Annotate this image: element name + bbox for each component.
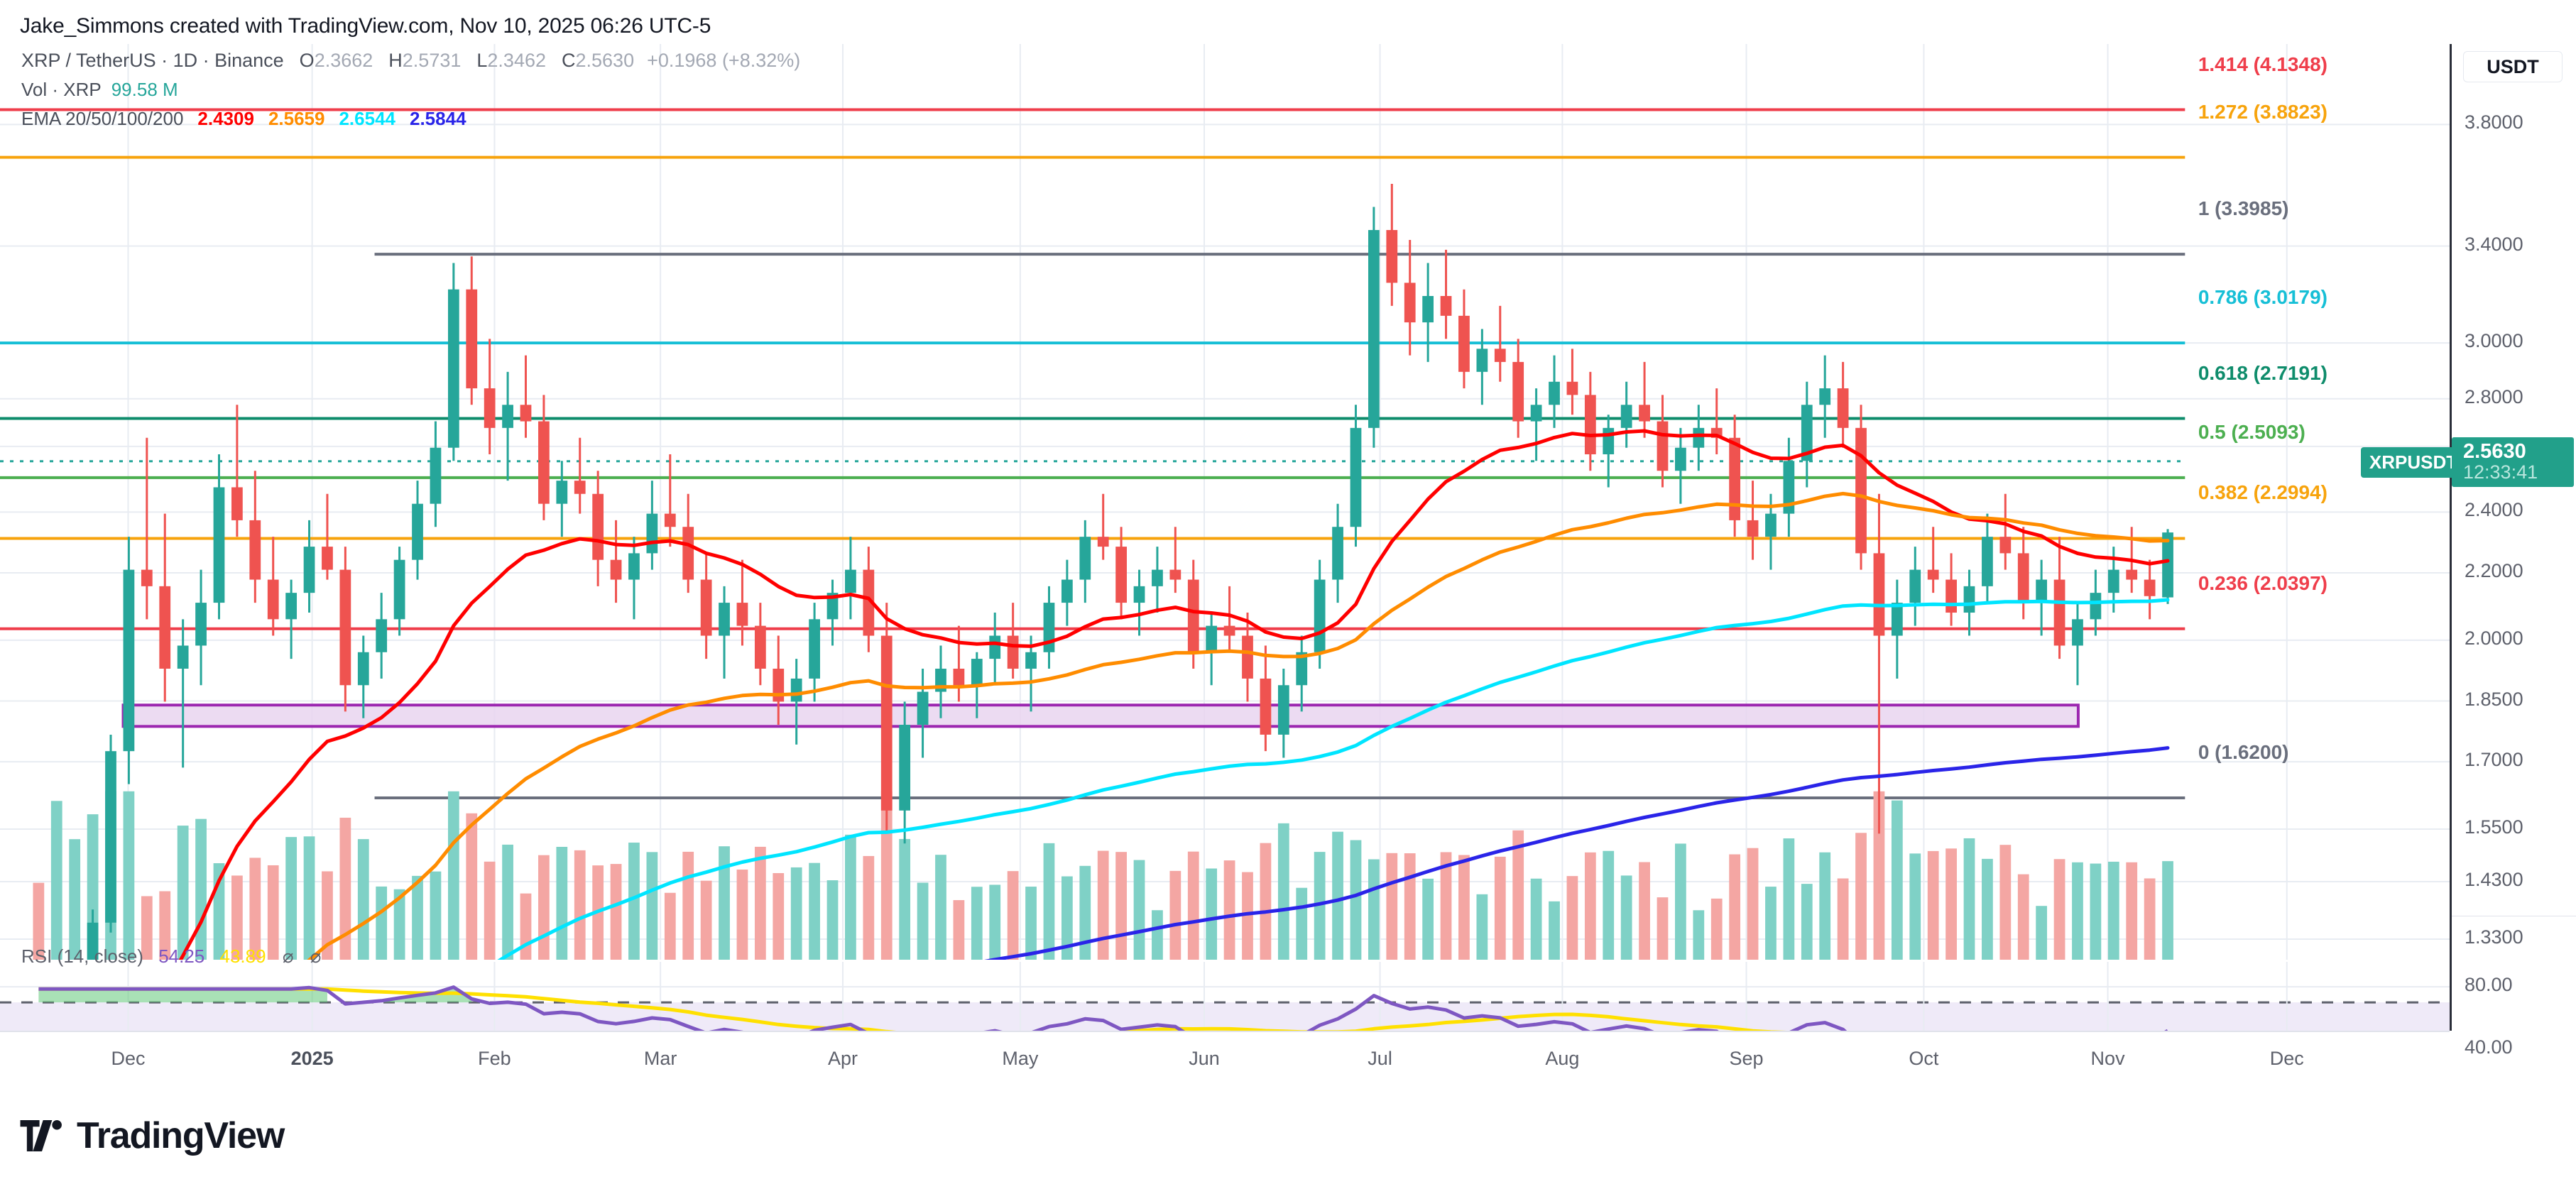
time-tick-label: Feb <box>478 1048 511 1069</box>
rsi-nil-1: ⌀ <box>282 946 294 967</box>
time-tick-label: Jun <box>1189 1048 1220 1069</box>
fib-level-label: 1.414 (4.1348) <box>2198 53 2327 75</box>
price-tick-label: 2.0000 <box>2465 627 2523 649</box>
rsi-pane[interactable] <box>0 962 2450 1031</box>
time-axis-separator <box>0 1031 2450 1032</box>
time-tick-label: Mar <box>643 1048 677 1069</box>
ema200-value: 2.5844 <box>410 108 466 129</box>
price-pane[interactable] <box>0 44 2450 960</box>
price-tick-label: 1.4300 <box>2465 869 2523 891</box>
volume-label: Vol · XRP <box>21 79 102 100</box>
legend-row-volume[interactable]: Vol · XRP 99.58 M <box>21 79 800 101</box>
low-value: 2.3462 <box>487 50 546 71</box>
legend-row-ema[interactable]: EMA 20/50/100/200 2.4309 2.5659 2.6544 2… <box>21 108 800 130</box>
fib-level-label: 0.786 (3.0179) <box>2198 286 2327 309</box>
fib-level-label: 1.272 (3.8823) <box>2198 100 2327 123</box>
rsi-tick-label: 80.00 <box>2465 974 2513 996</box>
price-tick-label: 2.4000 <box>2465 499 2523 521</box>
price-tick-label: 1.3300 <box>2465 926 2523 948</box>
open-label: O <box>299 50 315 71</box>
price-tick-label: 3.4000 <box>2465 233 2523 255</box>
high-value: 2.5731 <box>402 50 462 71</box>
last-price-badge[interactable]: 2.5630 12:33:41 <box>2452 437 2574 488</box>
last-price-value: 2.5630 <box>2463 439 2526 463</box>
fib-level-label: 1 (3.3985) <box>2198 197 2289 220</box>
rsi-value: 54.25 <box>158 946 205 967</box>
ema-label: EMA 20/50/100/200 <box>21 108 184 129</box>
attribution-text: Jake_Simmons created with TradingView.co… <box>20 14 711 38</box>
price-tick-label: 2.8000 <box>2465 385 2523 407</box>
rsi-plot <box>0 962 2450 1031</box>
open-value: 2.3662 <box>314 50 373 71</box>
symbol-label[interactable]: XRP / TetherUS · 1D · Binance <box>21 50 284 71</box>
ema50-value: 2.5659 <box>268 108 325 129</box>
fib-level-label: 0.5 (2.5093) <box>2198 420 2305 443</box>
chart-canvas[interactable] <box>0 44 2450 1031</box>
price-tick-label: 1.8500 <box>2465 688 2523 710</box>
rsi-ma-value: 43.89 <box>219 946 266 967</box>
tradingview-logo-icon <box>20 1120 62 1151</box>
ema100-value: 2.6544 <box>339 108 395 129</box>
change-value: +0.1968 (+8.32%) <box>647 50 801 71</box>
time-tick-label: Sep <box>1729 1048 1764 1069</box>
low-label: L <box>476 50 488 71</box>
time-axis[interactable]: Dec 2025 Feb Mar Apr May Jun Jul Aug Sep Oct Nov Dec <box>0 1031 2450 1080</box>
rsi-nil-2: ⌀ <box>310 946 322 967</box>
fib-level-label: 0.382 (2.2994) <box>2198 481 2327 504</box>
tradingview-wordmark: TradingView <box>77 1115 285 1156</box>
price-tick-label: 1.7000 <box>2465 749 2523 771</box>
price-tick-label: 3.8000 <box>2465 111 2523 133</box>
high-label: H <box>388 50 403 71</box>
rsi-tick-label: 40.00 <box>2465 1036 2513 1058</box>
price-axis-unit: USDT <box>2463 51 2563 82</box>
time-tick-label: May <box>1002 1048 1039 1069</box>
footer-branding: TradingView <box>20 1114 285 1157</box>
volume-value: 99.58 M <box>111 79 178 100</box>
rsi-label: RSI (14, close) <box>21 946 143 967</box>
time-tick-label: 2025 <box>290 1048 334 1069</box>
time-tick-label: Dec <box>2269 1048 2304 1069</box>
close-label: C <box>562 50 576 71</box>
time-tick-label: Jul <box>1368 1048 1392 1069</box>
price-tick-label: 2.2000 <box>2465 560 2523 582</box>
price-axis[interactable]: USDT 3.80003.40003.00002.80002.60002.400… <box>2450 44 2576 1058</box>
fib-level-label: 0 (1.6200) <box>2198 741 2289 764</box>
fib-level-label: 0.236 (2.0397) <box>2198 571 2327 594</box>
rsi-legend[interactable]: RSI (14, close) 54.25 43.89 ⌀ ⌀ <box>21 946 321 968</box>
fib-level-label: 0.618 (2.7191) <box>2198 361 2327 384</box>
time-tick-label: Oct <box>1909 1048 1939 1069</box>
time-tick-label: Apr <box>827 1048 858 1069</box>
price-tick-label: 1.5500 <box>2465 816 2523 838</box>
ticker-tag[interactable]: XRPUSDT <box>2360 446 2467 478</box>
time-tick-label: Aug <box>1545 1048 1580 1069</box>
price-plot <box>0 44 2450 960</box>
close-value: 2.5630 <box>575 50 635 71</box>
time-tick-label: Dec <box>111 1048 146 1069</box>
time-tick-label: Nov <box>2090 1048 2125 1069</box>
price-tick-label: 3.0000 <box>2465 330 2523 352</box>
countdown-timer: 12:33:41 <box>2463 461 2538 483</box>
ema20-value: 2.4309 <box>197 108 254 129</box>
